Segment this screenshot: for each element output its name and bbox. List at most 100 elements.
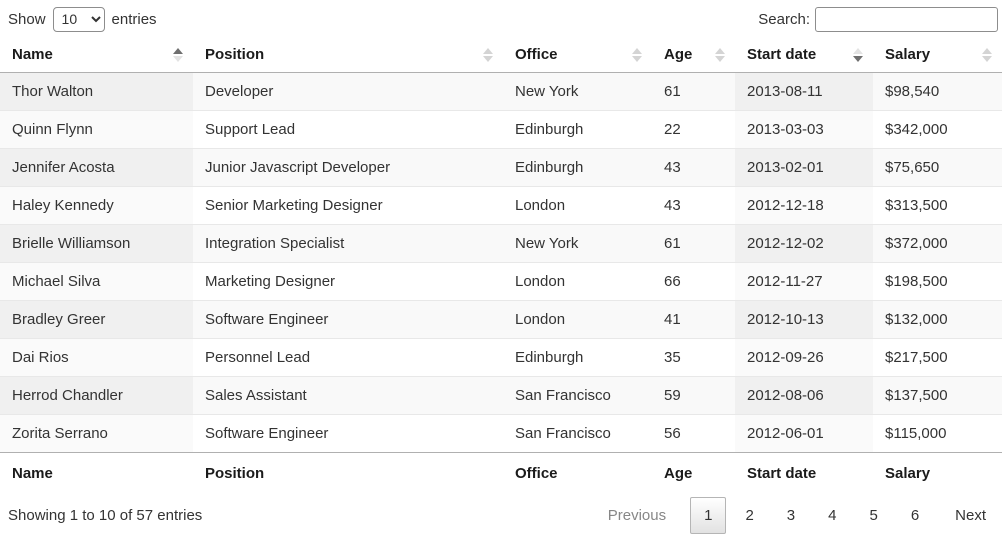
column-header-label: Office	[515, 46, 558, 64]
cell-start-date: 2012-11-27	[735, 261, 873, 300]
cell-position: Personnel Lead	[193, 337, 503, 376]
cell-name: Haley Kennedy	[0, 185, 193, 224]
cell-office: London	[503, 185, 652, 224]
cell-name: Michael Silva	[0, 261, 193, 300]
entries-info: Showing 1 to 10 of 57 entries	[8, 507, 203, 524]
page-button-2[interactable]: 2	[745, 507, 754, 524]
cell-age: 41	[652, 299, 735, 338]
cell-name: Zorita Serrano	[0, 413, 193, 452]
table-bottom-bar: Showing 1 to 10 of 57 entries Previous 1…	[0, 494, 1002, 538]
column-footer-name: Name	[0, 451, 193, 494]
data-table: Name Position Office Age Start date	[0, 38, 1002, 494]
cell-start-date: 2012-12-02	[735, 223, 873, 262]
cell-position: Developer	[193, 72, 503, 110]
table-body: Thor Walton Developer New York 61 2013-0…	[0, 72, 1002, 452]
cell-name: Thor Walton	[0, 72, 193, 110]
cell-age: 59	[652, 375, 735, 414]
table-row[interactable]: Thor Walton Developer New York 61 2013-0…	[0, 72, 1002, 110]
cell-office: Edinburgh	[503, 109, 652, 148]
cell-office: Edinburgh	[503, 337, 652, 376]
page-button-1[interactable]: 1	[690, 497, 727, 534]
column-header-office[interactable]: Office	[503, 38, 652, 73]
cell-age: 22	[652, 109, 735, 148]
page-button-4[interactable]: 4	[828, 507, 837, 524]
cell-name: Bradley Greer	[0, 299, 193, 338]
cell-office: New York	[503, 72, 652, 110]
page-length-select[interactable]: 10	[52, 6, 105, 32]
cell-age: 61	[652, 72, 735, 110]
column-header-name[interactable]: Name	[0, 38, 193, 73]
sort-both-icon	[715, 47, 725, 62]
cell-age: 43	[652, 147, 735, 186]
cell-office: London	[503, 261, 652, 300]
cell-position: Senior Marketing Designer	[193, 185, 503, 224]
column-header-label: Start date	[747, 46, 817, 64]
cell-name: Dai Rios	[0, 337, 193, 376]
cell-start-date: 2012-08-06	[735, 375, 873, 414]
column-header-age[interactable]: Age	[652, 38, 735, 73]
column-header-label: Salary	[885, 46, 931, 64]
cell-age: 43	[652, 185, 735, 224]
table-row[interactable]: Michael Silva Marketing Designer London …	[0, 261, 1002, 300]
sort-both-icon	[483, 47, 493, 62]
table-row[interactable]: Brielle Williamson Integration Specialis…	[0, 223, 1002, 262]
page-button-6[interactable]: 6	[910, 507, 920, 524]
column-header-start-date[interactable]: Start date	[735, 38, 873, 73]
column-header-position[interactable]: Position	[193, 38, 503, 73]
cell-position: Marketing Designer	[193, 261, 503, 300]
table-controls: Show 10 entries Search:	[0, 0, 1002, 38]
cell-start-date: 2013-03-03	[735, 109, 873, 148]
cell-salary: $75,650	[873, 147, 1002, 186]
column-header-salary[interactable]: Salary	[873, 38, 1002, 73]
table-row[interactable]: Dai Rios Personnel Lead Edinburgh 35 201…	[0, 337, 1002, 376]
sort-both-icon	[632, 47, 642, 62]
cell-position: Software Engineer	[193, 413, 503, 452]
column-footer-start-date: Start date	[735, 451, 873, 494]
previous-page-button[interactable]: Previous	[607, 507, 667, 524]
cell-start-date: 2013-02-01	[735, 147, 873, 186]
column-header-label: Position	[205, 46, 265, 64]
column-footer-position: Position	[193, 451, 503, 494]
table-row[interactable]: Herrod Chandler Sales Assistant San Fran…	[0, 375, 1002, 414]
cell-salary: $342,000	[873, 109, 1002, 148]
cell-age: 35	[652, 337, 735, 376]
cell-office: San Francisco	[503, 375, 652, 414]
cell-start-date: 2012-06-01	[735, 413, 873, 452]
column-footer-age: Age	[652, 451, 735, 494]
page-button-3[interactable]: 3	[786, 507, 796, 524]
table-row[interactable]: Zorita Serrano Software Engineer San Fra…	[0, 413, 1002, 452]
search-input[interactable]	[815, 6, 998, 32]
page-button-5[interactable]: 5	[869, 507, 878, 524]
cell-name: Herrod Chandler	[0, 375, 193, 414]
cell-salary: $132,000	[873, 299, 1002, 338]
table-row[interactable]: Jennifer Acosta Junior Javascript Develo…	[0, 147, 1002, 186]
table-row[interactable]: Haley Kennedy Senior Marketing Designer …	[0, 185, 1002, 224]
column-header-label: Name	[12, 46, 53, 64]
cell-age: 61	[652, 223, 735, 262]
cell-position: Software Engineer	[193, 299, 503, 338]
cell-position: Junior Javascript Developer	[193, 147, 503, 186]
next-page-button[interactable]: Next	[955, 507, 986, 524]
cell-salary: $198,500	[873, 261, 1002, 300]
entries-label: entries	[111, 10, 157, 28]
cell-name: Brielle Williamson	[0, 223, 193, 262]
cell-start-date: 2012-10-13	[735, 299, 873, 338]
column-footer-salary: Salary	[873, 451, 1002, 494]
sort-ascending-icon	[173, 47, 183, 62]
page-length-control: Show 10 entries	[8, 6, 157, 32]
cell-start-date: 2012-12-18	[735, 185, 873, 224]
search-label: Search:	[758, 10, 810, 28]
column-header-label: Age	[664, 46, 693, 64]
cell-office: San Francisco	[503, 413, 652, 452]
cell-salary: $115,000	[873, 413, 1002, 452]
cell-name: Jennifer Acosta	[0, 147, 193, 186]
table-row[interactable]: Quinn Flynn Support Lead Edinburgh 22 20…	[0, 109, 1002, 148]
pagination: Previous 1 2 3 4 5 6 Next	[589, 497, 1000, 534]
sort-descending-icon	[853, 47, 863, 62]
table-header: Name Position Office Age Start date	[0, 38, 1002, 73]
cell-position: Support Lead	[193, 109, 503, 148]
cell-position: Integration Specialist	[193, 223, 503, 262]
cell-start-date: 2012-09-26	[735, 337, 873, 376]
cell-office: Edinburgh	[503, 147, 652, 186]
table-row[interactable]: Bradley Greer Software Engineer London 4…	[0, 299, 1002, 338]
